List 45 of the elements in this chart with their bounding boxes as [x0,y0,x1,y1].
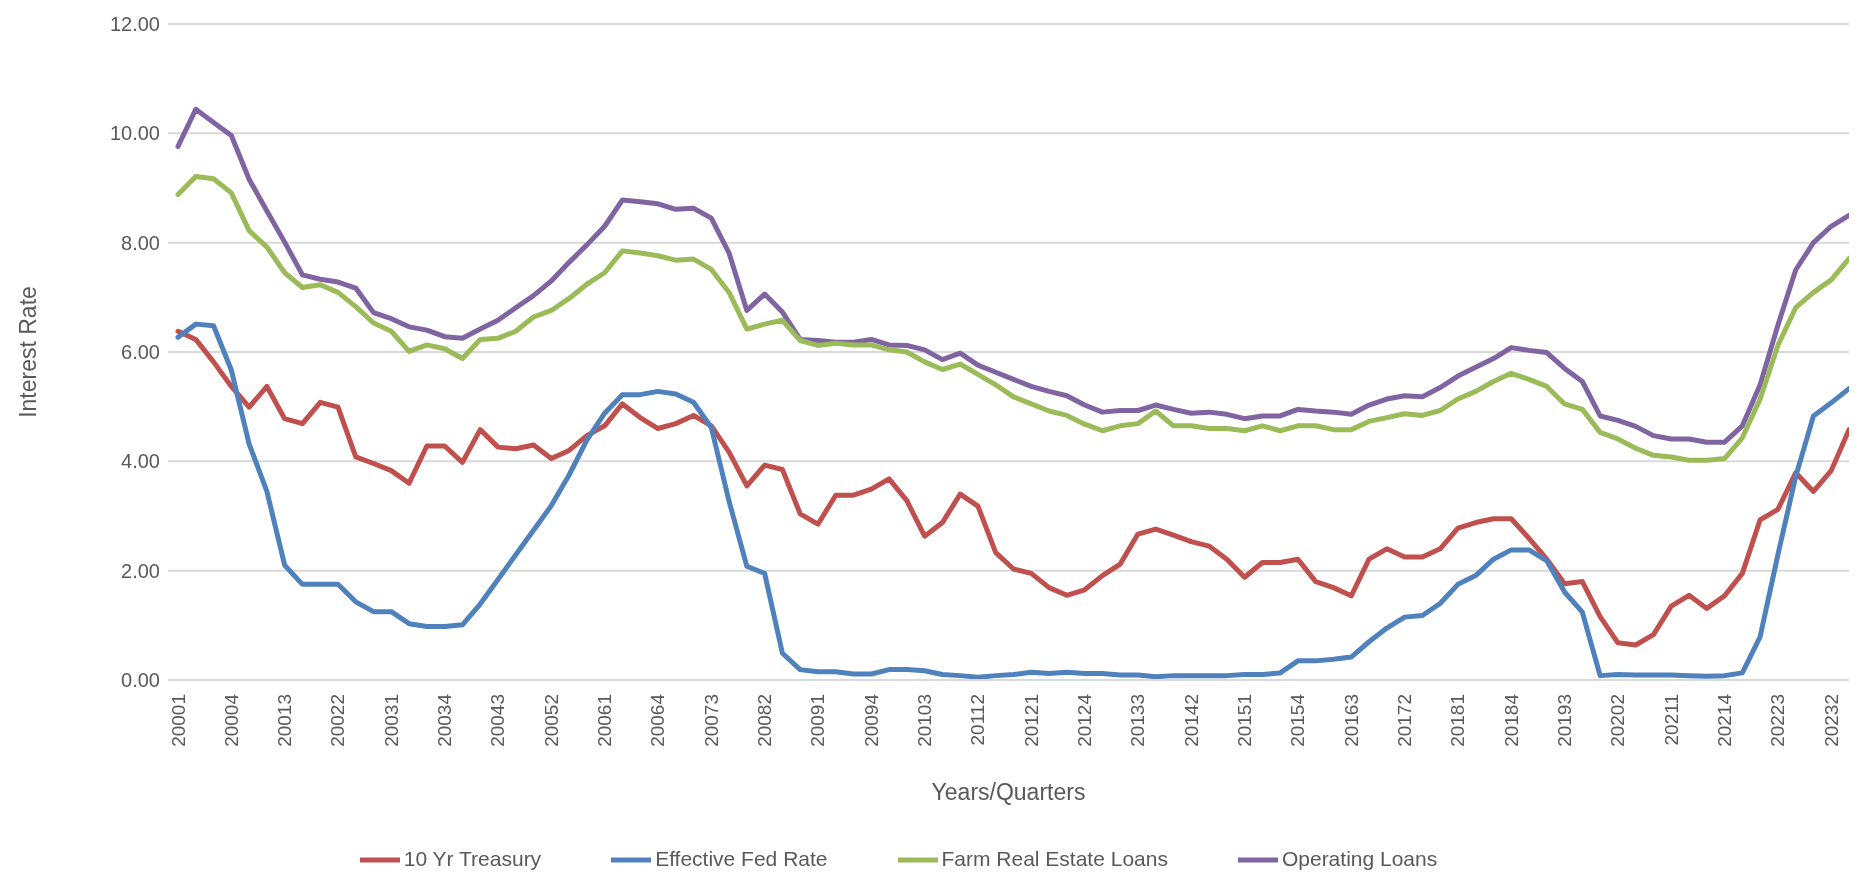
x-tick-label: 20034 [434,693,456,747]
x-tick-label: 20001 [167,694,189,747]
x-tick-label: 20022 [327,694,349,747]
y-tick-label: 12.00 [109,13,160,36]
legend-label: Effective Fed Rate [655,846,828,870]
x-tick-label: 20064 [647,693,669,747]
x-tick-label: 20121 [1020,694,1042,747]
legend-label: Farm Real Estate Loans [941,846,1168,870]
x-tick-label: 20043 [487,694,509,747]
x-tick-label: 20082 [754,694,776,747]
x-tick-label: 20202 [1607,694,1629,747]
x-tick-label: 20112 [967,694,989,746]
x-tick-label: 20013 [274,694,296,747]
x-tick-label: 20142 [1180,694,1202,747]
x-tick-label: 20211 [1660,694,1682,746]
y-tick-label: 4.00 [121,450,160,473]
y-tick-label: 2.00 [121,559,160,582]
x-tick-label: 20184 [1500,693,1522,747]
y-axis-title: Interest Rate [15,286,42,418]
x-tick-label: 20181 [1447,694,1469,747]
x-tick-label: 20232 [1820,694,1842,747]
y-tick-label: 6.00 [121,341,160,364]
y-tick-label: 8.00 [121,231,160,254]
x-tick-label: 20094 [860,693,882,747]
x-tick-label: 20103 [914,694,936,747]
x-tick-label: 20031 [380,694,402,747]
x-tick-label: 20052 [540,694,562,747]
x-tick-label: 20151 [1234,694,1256,747]
y-tick-label: 0.00 [121,669,160,692]
y-tick-label: 10.00 [109,122,160,145]
x-tick-label: 20223 [1767,694,1789,747]
x-tick-label: 20061 [594,694,616,747]
x-tick-label: 20163 [1340,694,1362,747]
x-tick-label: 20073 [700,694,722,747]
legend-label: Operating Loans [1281,846,1438,870]
x-tick-label: 20193 [1554,694,1576,747]
x-tick-label: 20133 [1127,694,1149,747]
legend-label: 10 Yr Treasury [403,846,542,870]
x-tick-label: 20214 [1714,693,1736,747]
x-tick-label: 20124 [1074,693,1096,747]
x-tick-label: 20154 [1287,693,1309,747]
x-tick-label: 20004 [220,693,242,747]
x-tick-label: 20091 [807,694,829,747]
x-axis-title: Years/Quarters [931,779,1086,805]
x-tick-label: 20172 [1394,694,1416,747]
